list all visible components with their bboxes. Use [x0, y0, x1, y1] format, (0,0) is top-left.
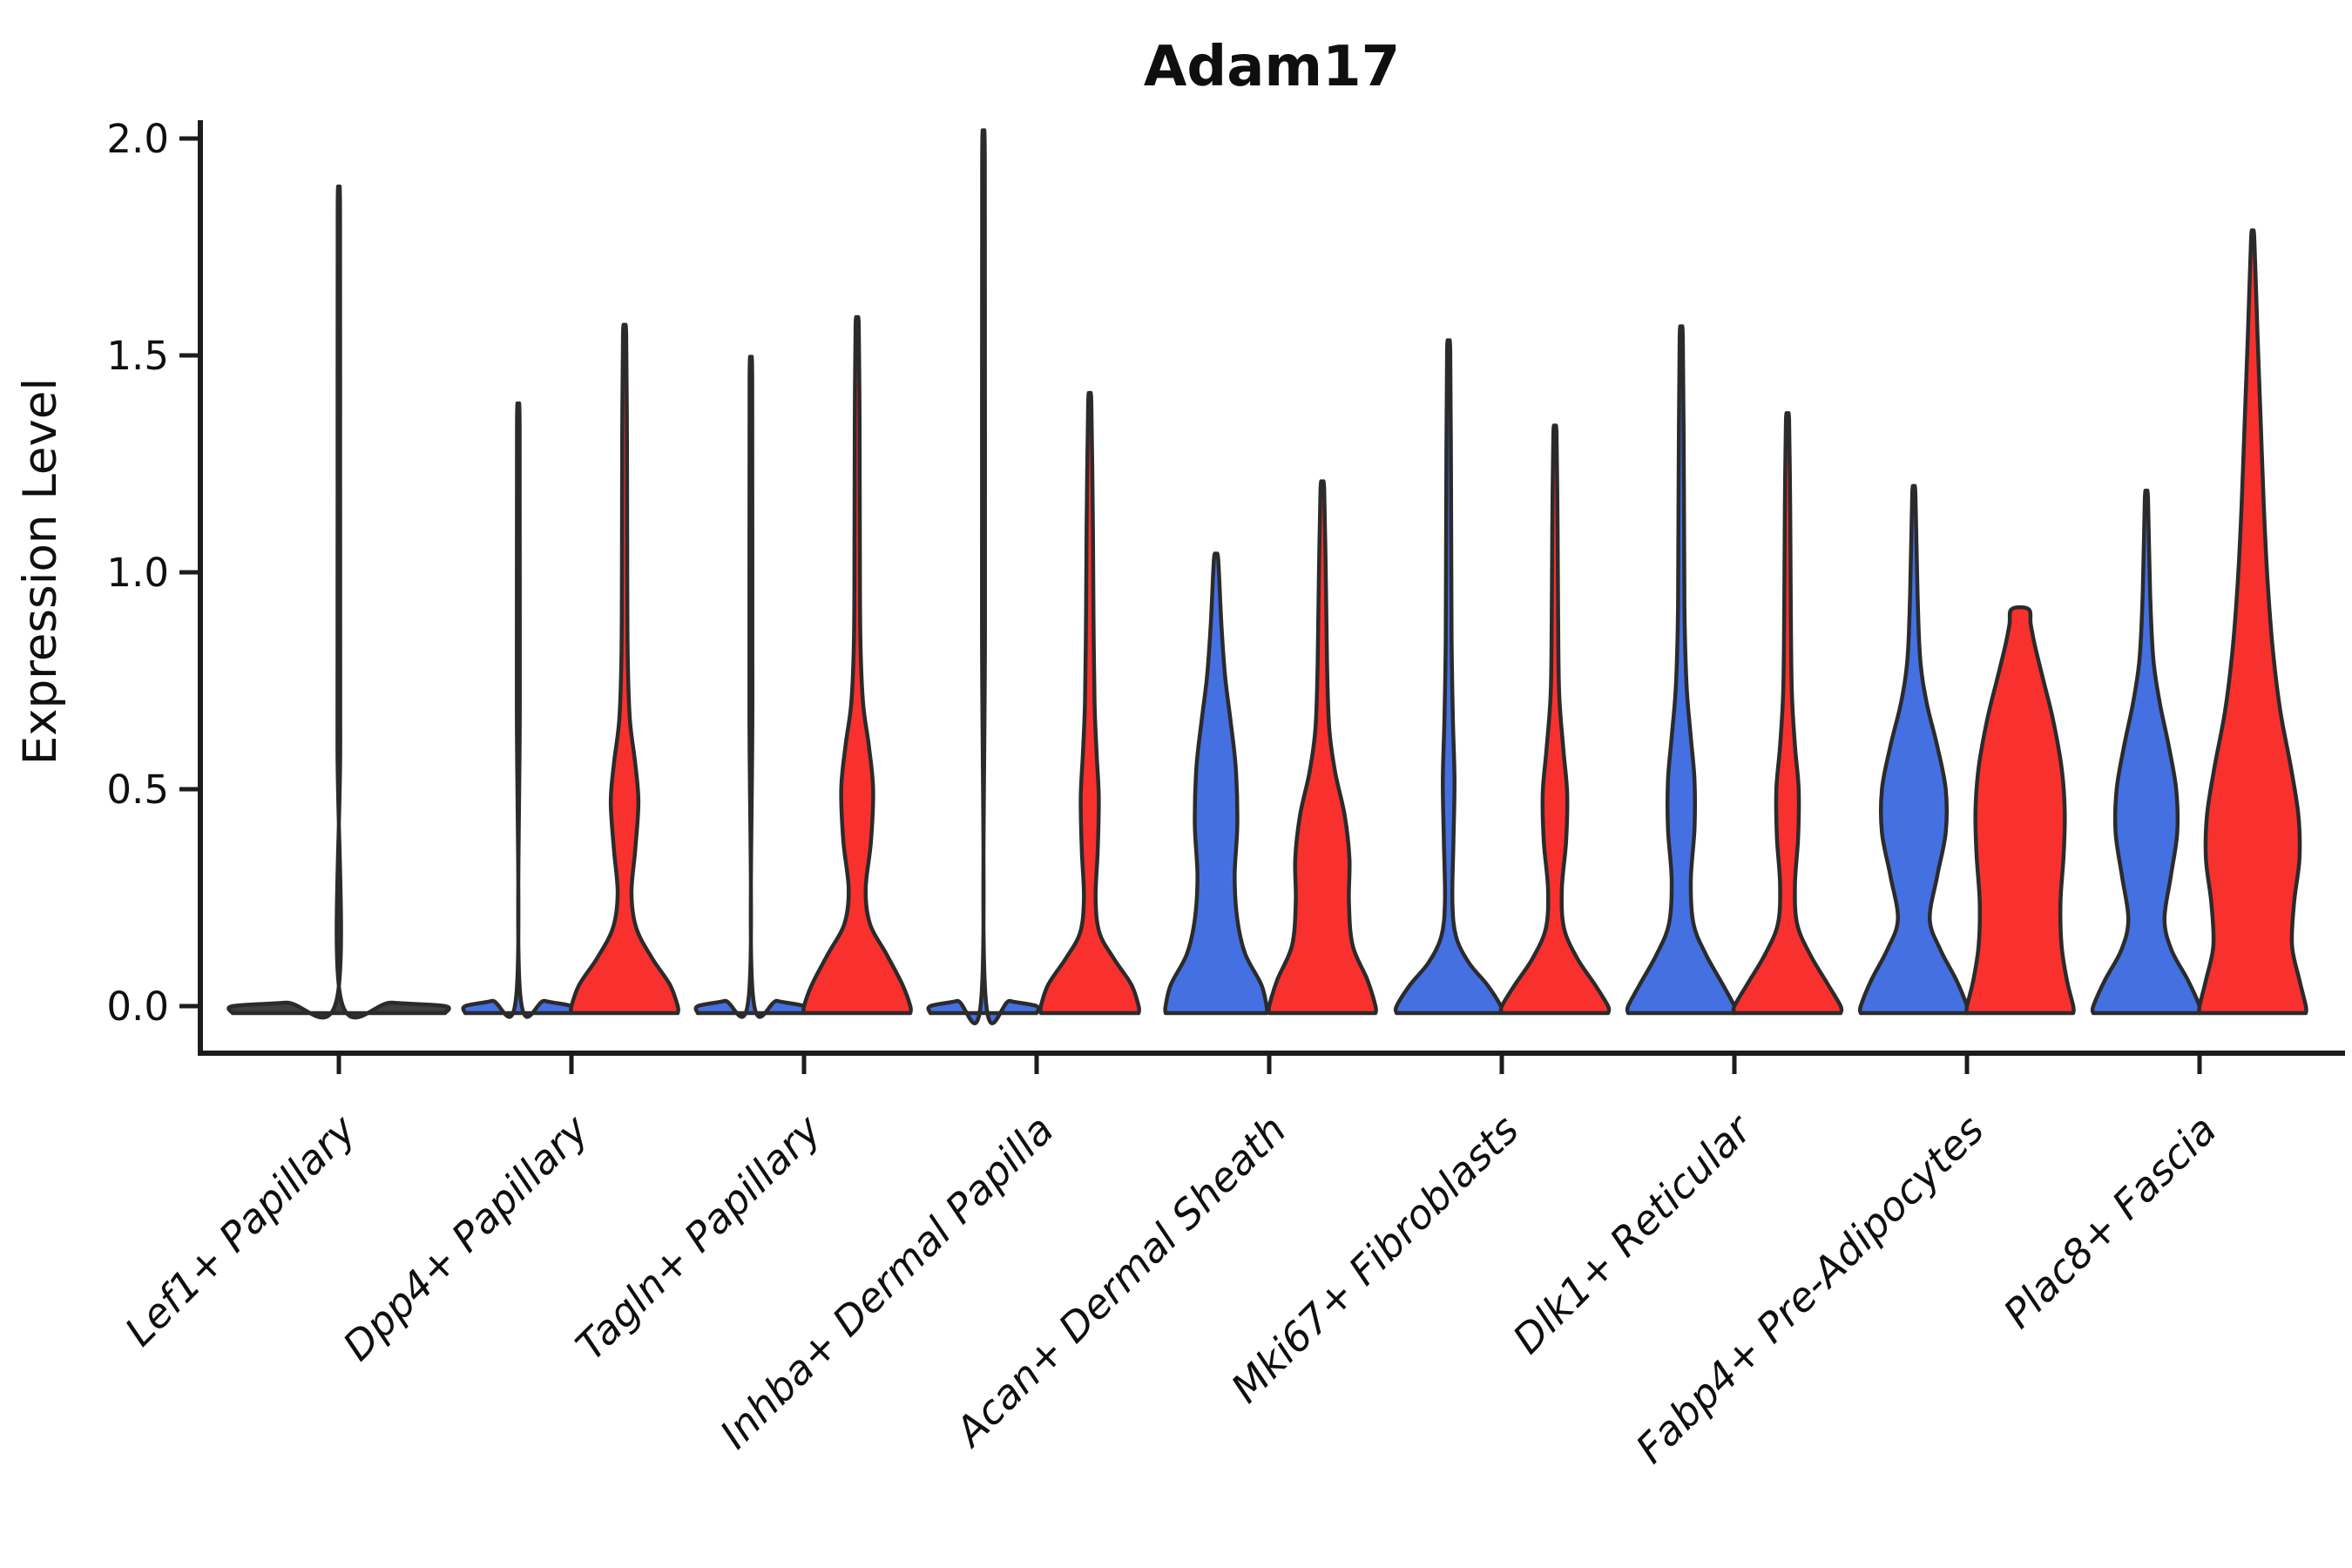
x-tick-label-2: Tagln+ Papillary: [566, 1105, 830, 1369]
y-tick-label: 1.0: [106, 550, 169, 596]
y-axis-ticks: 0.0 0.5 1.0 1.5 2.0: [106, 116, 200, 1030]
violin-lef1-center: [226, 184, 451, 1020]
violin-acan-left: [1163, 551, 1269, 1016]
violin-mki67-left: [1393, 338, 1504, 1016]
violin-inhba-right: [1038, 390, 1141, 1016]
chart-title: Adam17: [1144, 35, 1400, 99]
x-tick-label-0: Lef1+ Papillary: [116, 1105, 365, 1355]
x-tick-label-1: Dpp4+ Papillary: [334, 1105, 598, 1369]
violin-plac8-left: [2090, 488, 2203, 1016]
violin-dpp4-left: [461, 401, 576, 1019]
violin-dpp4-right: [569, 322, 680, 1016]
violin-fabp4-right: [1964, 605, 2076, 1016]
violin-dlk1-left: [1625, 324, 1738, 1016]
x-tick-label-8: Plac8+ Fascia: [1994, 1106, 2225, 1337]
violins-layer: [226, 128, 2308, 1025]
violin-tagln-right: [801, 314, 913, 1016]
y-axis-label: Expression Level: [14, 378, 67, 765]
violin-dlk1-right: [1731, 410, 1844, 1016]
violin-mki67-right: [1498, 423, 1612, 1016]
violin-inhba-left: [926, 128, 1041, 1025]
violin-acan-right: [1267, 479, 1378, 1016]
x-tick-label-6: Dlk1+ Reticular: [1504, 1104, 1762, 1362]
violin-fabp4-left: [1857, 483, 1970, 1016]
y-tick-label: 0.5: [106, 767, 169, 813]
y-tick-label: 0.0: [106, 983, 169, 1030]
violin-plac8-right: [2197, 228, 2308, 1016]
y-tick-label: 2.0: [106, 116, 169, 162]
violin-tagln-left: [693, 355, 808, 1019]
y-tick-label: 1.5: [106, 333, 169, 379]
